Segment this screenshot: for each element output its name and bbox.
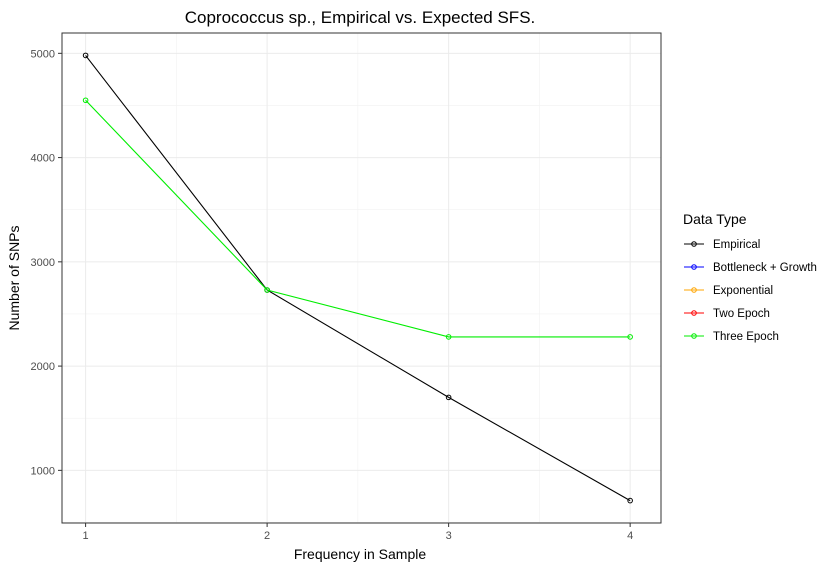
data-point-three-epoch: [445, 334, 452, 340]
legend-label-exponential: Exponential: [713, 285, 773, 297]
legend-label-two-epoch: Two Epoch: [713, 308, 770, 320]
series-line-three-epoch: [85, 99, 631, 338]
series-line-empirical: [85, 55, 631, 502]
chart-title: Coprococcus sp., Empirical vs. Expected …: [185, 8, 536, 27]
y-axis-title: Number of SNPs: [6, 225, 22, 330]
y-tick-label: 1000: [31, 465, 55, 477]
data-point-three-epoch: [264, 287, 270, 293]
plot-panel-border: [61, 32, 662, 524]
grid: [62, 33, 661, 523]
x-tick-label: 1: [83, 530, 89, 542]
data-point-three-epoch: [627, 334, 633, 340]
legend-key-point-two-epoch: [691, 310, 697, 316]
y-axis-ticks: 1000 2000 3000 4000 5000: [31, 48, 62, 477]
data-point-three-epoch: [82, 97, 89, 104]
data-point-empirical: [627, 497, 633, 504]
legend-key-point-three-epoch: [691, 333, 697, 339]
legend-label-three-epoch: Three Epoch: [713, 331, 779, 343]
series-layer: [82, 52, 633, 504]
legend-title: Data Type: [683, 211, 747, 227]
x-axis-ticks: 1 2 3 4: [83, 523, 633, 542]
x-axis-title: Frequency in Sample: [294, 546, 427, 562]
legend-label-empirical: Empirical: [713, 239, 760, 251]
data-point-empirical: [445, 394, 452, 401]
x-tick-label: 2: [264, 530, 270, 542]
legend-key-point-exponential: [691, 287, 697, 293]
legend-key-point-empirical: [691, 241, 697, 247]
data-point-empirical: [82, 52, 89, 59]
y-tick-label: 4000: [31, 153, 55, 165]
legend-key-point-bottleneck-growth: [691, 264, 697, 270]
legend-label-bottleneck-growth: Bottleneck + Growth: [713, 262, 817, 274]
legend: Data Type Empirical Bottleneck + Growth Ex…: [683, 211, 817, 343]
y-tick-label: 2000: [31, 361, 55, 373]
x-tick-label: 3: [446, 530, 452, 542]
x-tick-label: 4: [627, 530, 633, 542]
y-tick-label: 3000: [31, 257, 55, 269]
y-tick-label: 5000: [31, 48, 55, 60]
